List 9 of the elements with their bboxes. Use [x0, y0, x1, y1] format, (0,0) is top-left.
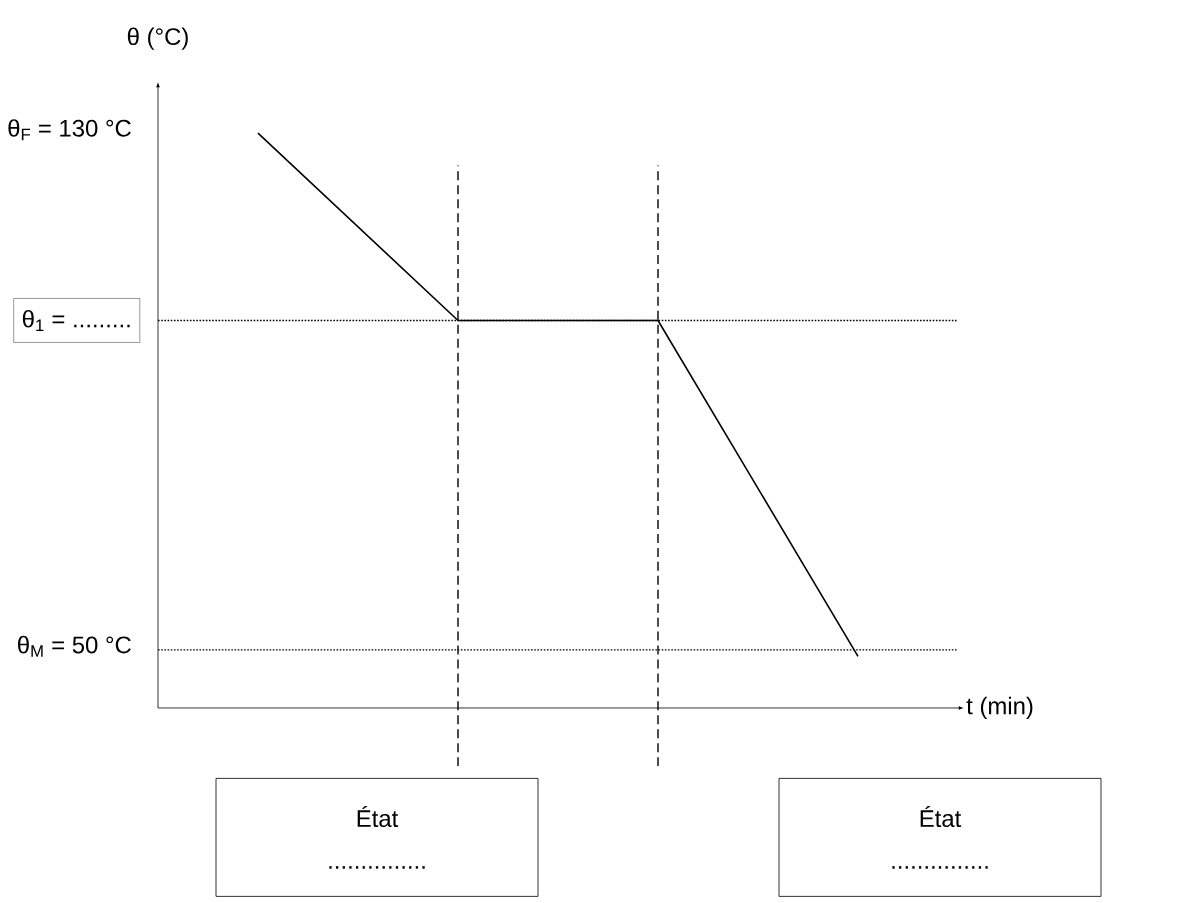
text: ...............	[329, 866, 425, 869]
text: État	[920, 806, 962, 828]
text: État	[357, 806, 399, 828]
x-axis-title: t (min)	[966, 696, 1033, 720]
ref-line-label: θ$_{1}$ = .........	[22, 309, 130, 331]
y-axis-title: θ (°C)	[127, 27, 188, 50]
text: ...............	[892, 866, 988, 869]
y-tick-label: θ$_{F}$ = 130 °C	[8, 119, 131, 141]
y-tick-label: θ$_{M}$ = 50 °C	[18, 635, 131, 657]
